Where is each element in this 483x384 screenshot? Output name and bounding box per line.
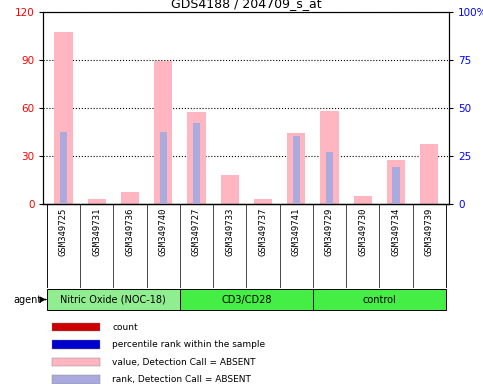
Text: GSM349737: GSM349737 (258, 208, 268, 256)
Bar (254, 199, 272, 204)
Bar (313, 289, 446, 310)
Bar (193, 123, 200, 204)
Text: value, Detection Call = ABSENT: value, Detection Call = ABSENT (113, 358, 256, 367)
Bar (47, 289, 180, 310)
Bar (187, 112, 206, 204)
Text: GSM349734: GSM349734 (392, 208, 400, 256)
Text: percentile rank within the sample: percentile rank within the sample (113, 340, 266, 349)
Text: GSM349730: GSM349730 (358, 208, 367, 256)
Bar (326, 152, 333, 204)
Bar (287, 133, 305, 204)
Bar (392, 167, 399, 204)
Bar (54, 32, 72, 204)
Text: GSM349739: GSM349739 (425, 208, 434, 256)
Bar (293, 136, 300, 204)
Title: GDS4188 / 204709_s_at: GDS4188 / 204709_s_at (171, 0, 322, 10)
Bar (60, 132, 67, 204)
Text: control: control (362, 295, 396, 305)
Text: CD3/CD28: CD3/CD28 (221, 295, 271, 305)
Bar (52, 375, 100, 384)
Bar (52, 340, 100, 349)
Text: GSM349733: GSM349733 (225, 208, 234, 256)
Text: GSM349725: GSM349725 (59, 208, 68, 256)
Bar (180, 289, 313, 310)
Text: rank, Detection Call = ABSENT: rank, Detection Call = ABSENT (113, 375, 251, 384)
Text: GSM349741: GSM349741 (292, 208, 301, 256)
Bar (121, 192, 139, 204)
Bar (159, 132, 167, 204)
Bar (154, 61, 172, 204)
Bar (87, 199, 106, 204)
Bar (354, 195, 372, 204)
Bar (420, 144, 439, 204)
Text: agent: agent (14, 295, 42, 305)
Bar (52, 323, 100, 331)
Text: GSM349740: GSM349740 (159, 208, 168, 256)
Text: count: count (113, 323, 138, 332)
Text: GSM349731: GSM349731 (92, 208, 101, 256)
Text: GSM349727: GSM349727 (192, 208, 201, 256)
Bar (221, 175, 239, 204)
Bar (52, 358, 100, 366)
Text: GSM349729: GSM349729 (325, 208, 334, 256)
Text: GSM349736: GSM349736 (126, 208, 134, 256)
Bar (320, 111, 339, 204)
Text: Nitric Oxide (NOC-18): Nitric Oxide (NOC-18) (60, 295, 166, 305)
Bar (387, 161, 405, 204)
